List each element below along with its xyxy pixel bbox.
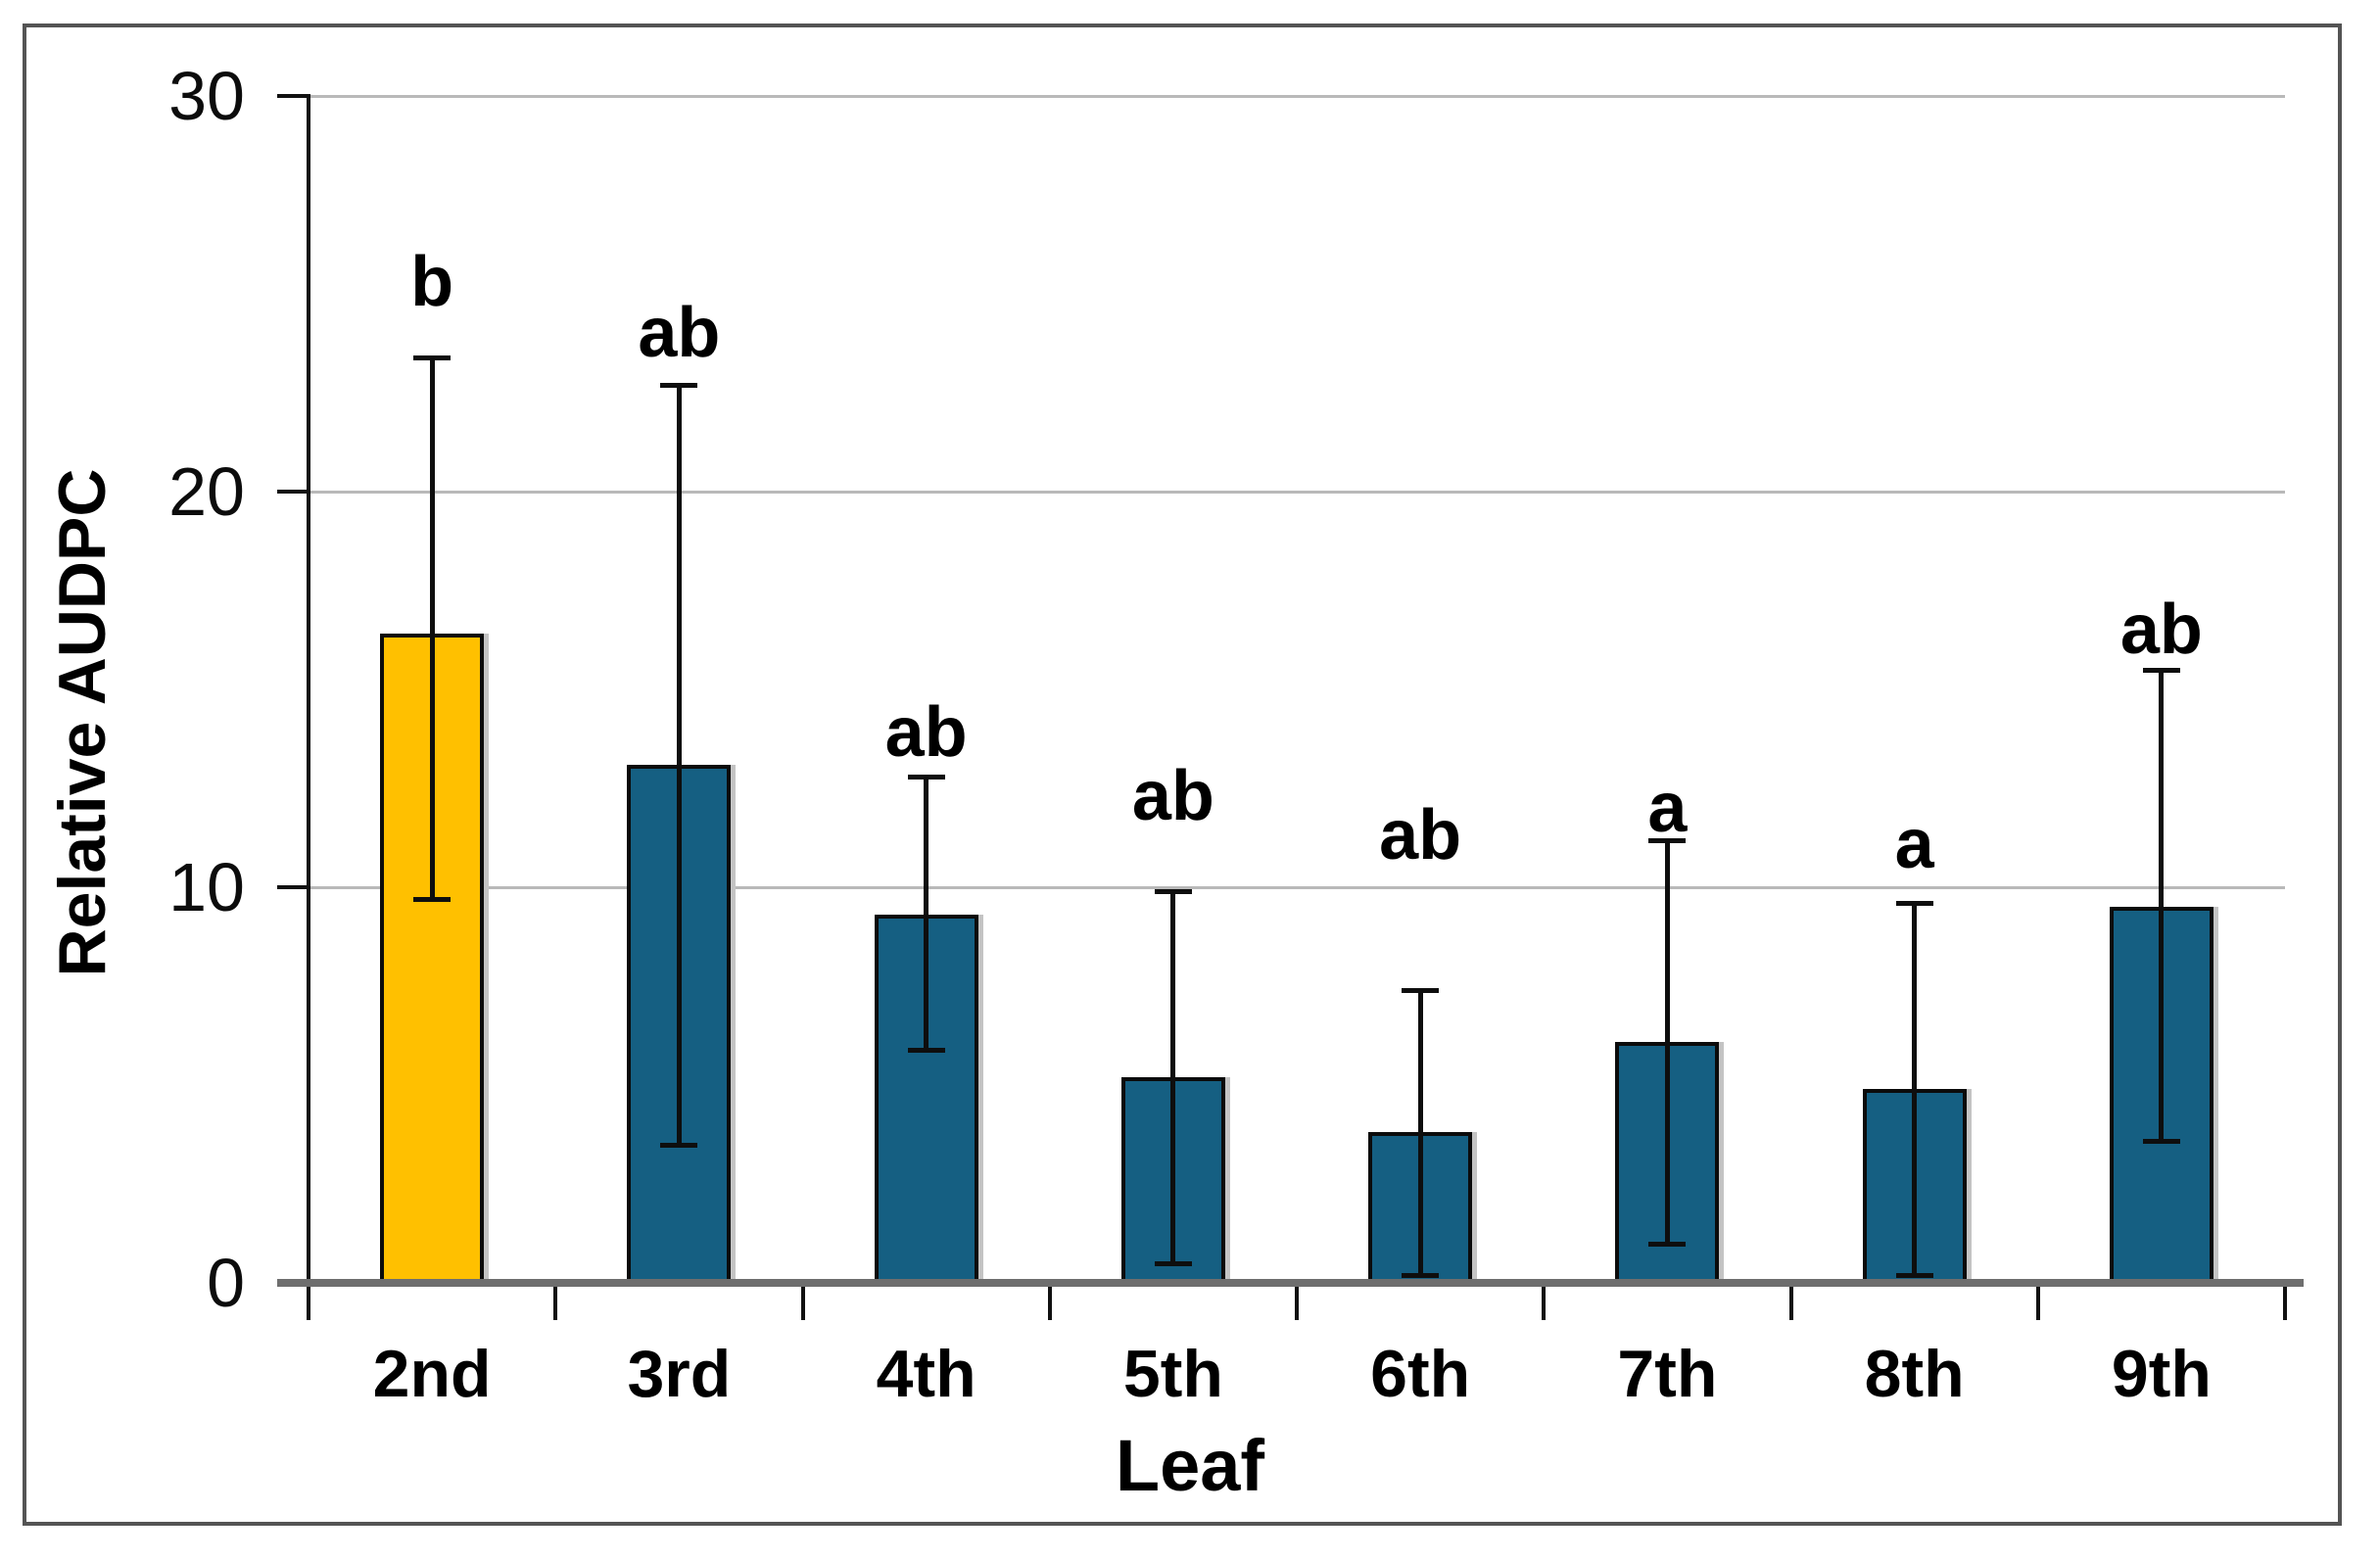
significance-letter: ab bbox=[884, 693, 968, 773]
y-axis-title: Relative AUDPC bbox=[45, 468, 119, 977]
y-tick-label: 30 bbox=[168, 58, 245, 134]
error-bar bbox=[429, 356, 435, 900]
error-bar bbox=[1170, 891, 1176, 1263]
error-bar-top-cap bbox=[1895, 901, 1933, 907]
x-axis-tick bbox=[1295, 1283, 1299, 1320]
significance-letter: ab bbox=[638, 294, 721, 373]
figure-border bbox=[23, 24, 2342, 1526]
error-bar bbox=[924, 776, 929, 1050]
error-bar-bottom-cap bbox=[660, 1142, 698, 1148]
error-bar-bottom-cap bbox=[1402, 1272, 1440, 1278]
x-axis-tick bbox=[800, 1283, 805, 1320]
x-tick-label: 4th bbox=[876, 1337, 976, 1411]
error-bar-top-cap bbox=[1648, 837, 1687, 843]
y-tick-label: 10 bbox=[168, 849, 245, 925]
y-tick-label: 20 bbox=[168, 453, 245, 530]
error-bar bbox=[676, 384, 682, 1145]
x-tick-label: 3rd bbox=[627, 1337, 732, 1411]
x-axis-tick bbox=[1047, 1283, 1052, 1320]
x-axis-tick bbox=[2283, 1283, 2287, 1320]
error-bar bbox=[2159, 669, 2165, 1141]
significance-letter: ab bbox=[2119, 591, 2203, 670]
x-tick-label: 6th bbox=[1370, 1337, 1471, 1411]
error-bar-top-cap bbox=[907, 774, 945, 780]
x-tick-label: 5th bbox=[1122, 1337, 1223, 1411]
x-axis-tick bbox=[2035, 1283, 2040, 1320]
gridline bbox=[309, 95, 2285, 98]
error-bar-top-cap bbox=[413, 355, 452, 360]
y-axis-line bbox=[307, 94, 310, 1308]
significance-letter: ab bbox=[1131, 757, 1214, 836]
error-bar-bottom-cap bbox=[413, 897, 452, 903]
x-axis-title: Leaf bbox=[1115, 1425, 1265, 1506]
error-bar-top-cap bbox=[1402, 988, 1440, 994]
error-bar bbox=[1417, 990, 1423, 1275]
error-bar bbox=[1664, 839, 1670, 1244]
x-tick-label: 7th bbox=[1617, 1337, 1718, 1411]
x-axis-line bbox=[277, 1279, 2304, 1287]
significance-letter: a bbox=[1647, 769, 1688, 848]
significance-letter: b bbox=[410, 242, 454, 321]
x-axis-tick bbox=[553, 1283, 558, 1320]
gridline bbox=[309, 491, 2285, 494]
x-tick-label: 9th bbox=[2111, 1337, 2212, 1411]
significance-letter: ab bbox=[1379, 796, 1462, 875]
error-bar-bottom-cap bbox=[1648, 1241, 1687, 1247]
error-bar-bottom-cap bbox=[1895, 1272, 1933, 1278]
error-bar-top-cap bbox=[1154, 889, 1192, 895]
significance-letter: a bbox=[1894, 804, 1934, 883]
error-bar bbox=[1912, 903, 1918, 1275]
y-axis-tick bbox=[277, 490, 309, 494]
y-axis-tick bbox=[277, 885, 309, 889]
error-bar-top-cap bbox=[660, 382, 698, 388]
y-axis-tick bbox=[277, 94, 309, 98]
error-bar-bottom-cap bbox=[907, 1047, 945, 1053]
gridline bbox=[309, 886, 2285, 889]
x-axis-tick bbox=[307, 1283, 310, 1320]
error-bar-bottom-cap bbox=[2142, 1138, 2180, 1144]
x-tick-label: 2nd bbox=[372, 1337, 492, 1411]
x-tick-label: 8th bbox=[1864, 1337, 1965, 1411]
error-bar-top-cap bbox=[2142, 667, 2180, 673]
y-tick-label: 0 bbox=[207, 1245, 245, 1321]
error-bar-bottom-cap bbox=[1154, 1260, 1192, 1266]
x-axis-tick bbox=[1542, 1283, 1547, 1320]
x-axis-tick bbox=[1788, 1283, 1793, 1320]
